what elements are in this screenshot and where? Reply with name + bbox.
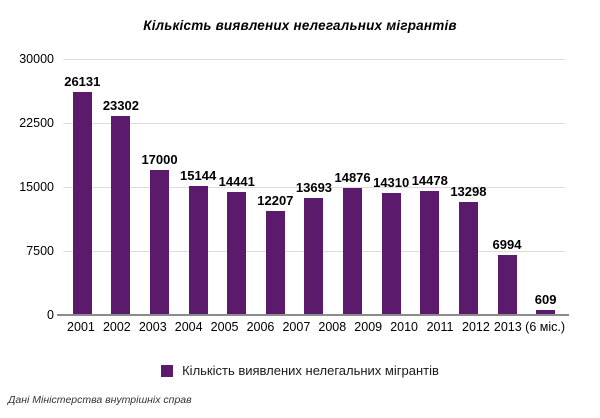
gridline [63,186,565,188]
x-axis-labels: 2001 2002 2003 2004 2005 2006 2007 2008 2009 2010… [63,320,565,334]
x-tick-label: 2011 [426,320,454,334]
bar-value-label: 14310 [373,175,410,190]
bar-2009 [381,193,401,315]
bar-value-label: 14478 [411,173,448,188]
bar-slot: 23302 [102,59,141,315]
bar-slot: 12207 [256,59,295,315]
bar-value-label: 13693 [295,180,333,195]
bar-slot: 26131 [63,59,102,315]
bar-slot: 14310 [372,59,411,315]
bar-2013 (6 міс.) [536,310,556,315]
x-tick-label: 2013 (6 міс.) [493,320,565,334]
x-tick-label: 2004 [174,320,203,334]
bar-value-label: 23302 [102,98,139,113]
bar-slot: 6994 [488,59,527,315]
bar-slot: 13693 [295,59,334,315]
x-tick-label: 2009 [354,320,383,334]
x-tick-label: 2001 [67,320,95,334]
bar-2008 [343,188,363,315]
legend-swatch [161,364,174,377]
bar-value-label: 12207 [257,193,294,208]
bar-value-label: 17000 [141,152,178,167]
bar-slot: 14478 [410,59,449,315]
y-tick-label: 30000 [19,52,54,66]
bar-slot: 609 [526,59,565,315]
bar-value-label: 609 [534,292,557,307]
bar-2010 [420,191,440,315]
source-note: Дані Міністерства внутрішніх справ [8,394,192,406]
y-tick-label: 0 [47,308,54,322]
bar-2007 [304,198,324,315]
legend-label: Кількість виявлених нелегальних мігранті… [182,363,439,378]
bar-slot: 17000 [140,59,179,315]
x-tick-label: 2008 [318,320,347,334]
bar-value-label: 15144 [180,168,217,183]
x-tick-label: 2003 [138,320,167,334]
chart-title: Кількість виявлених нелегальних мігранті… [143,18,457,33]
bar-slot: 15144 [179,59,218,315]
x-tick-label: 2007 [282,320,311,334]
bar-slot: 14876 [333,59,372,315]
bar-2005 [227,192,247,315]
gridline [63,122,565,124]
bar-2002 [111,116,131,315]
bar-2012 [497,255,517,315]
bar-value-label: 14876 [334,170,371,185]
bar-2001 [72,92,92,315]
plot-area: 26131 23302 17000 15144 14441 12207 13693 14876… [63,58,565,315]
x-axis-line [57,314,569,316]
bar-2003 [150,170,170,315]
bar-value-label: 6994 [492,237,522,252]
bar-value-label: 13298 [450,184,487,199]
bar-2004 [188,186,208,315]
bar-2006 [265,211,285,315]
x-tick-label: 2005 [210,320,239,334]
bar-value-label: 14441 [218,174,255,189]
x-tick-label: 2012 [462,320,490,334]
y-tick-label: 22500 [19,116,54,130]
bar-slot: 13298 [449,59,488,315]
bar-2011 [458,202,478,315]
y-tick-label: 7500 [26,244,54,258]
bar-slot: 14441 [217,59,256,315]
legend: Кількість виявлених нелегальних мігранті… [0,363,600,378]
bar-series: 26131 23302 17000 15144 14441 12207 13693 14876… [63,59,565,315]
gridline [63,58,565,60]
y-tick-label: 15000 [19,180,54,194]
bar-value-label: 26131 [64,74,101,89]
x-tick-label: 2010 [390,320,419,334]
x-tick-label: 2006 [246,320,275,334]
x-tick-label: 2002 [102,320,131,334]
